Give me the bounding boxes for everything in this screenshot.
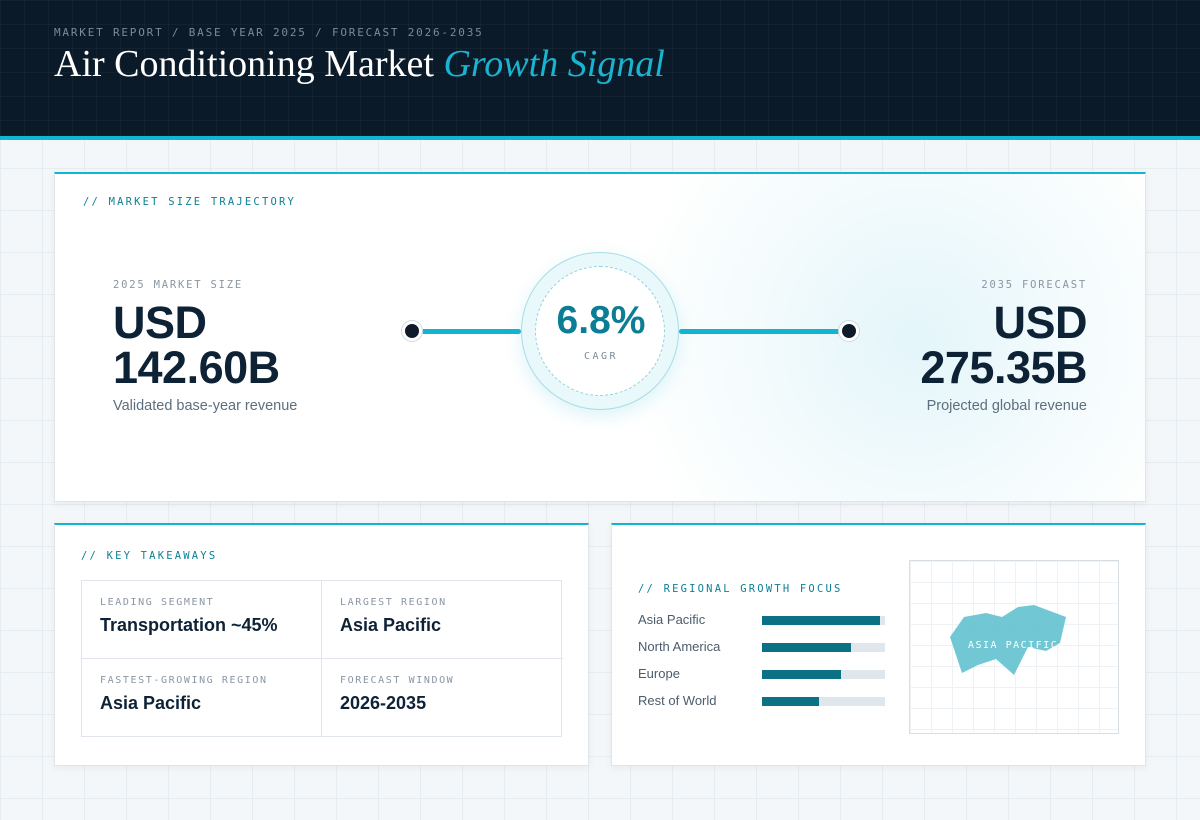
asia-pacific-map-shape (950, 605, 1066, 675)
region-bar-label: Asia Pacific (638, 612, 706, 627)
region-bar-track (762, 697, 885, 706)
region-bar-label: Rest of World (638, 693, 717, 708)
takeaway-value: Asia Pacific (340, 615, 442, 635)
region-bar-row: Rest of World (638, 692, 888, 710)
forecast-caption: Projected global revenue (926, 398, 1087, 414)
region-bar-row: North America (638, 638, 888, 656)
region-bar-track (762, 643, 885, 652)
region-bar-fill (762, 643, 851, 652)
takeaway-label: LARGEST REGION (340, 597, 447, 608)
trajectory-section-label: // MARKET SIZE TRAJECTORY (83, 196, 297, 208)
asia-pacific-region-shape (950, 605, 1066, 675)
forecast-kicker: 2035 FORECAST (981, 279, 1087, 291)
base-year-currency: USD (113, 297, 207, 348)
cagr-badge-inner: 6.8% CAGR (535, 266, 665, 396)
takeaway-forecast-window: FORECAST WINDOW 2026-2035 (322, 659, 563, 737)
takeaway-leading-segment: LEADING SEGMENT Transportation ~45% (82, 581, 322, 659)
cagr-badge: 6.8% CAGR (521, 252, 679, 410)
base-year-kicker: 2025 MARKET SIZE (113, 279, 243, 291)
region-bar-fill (762, 616, 881, 625)
region-bar-row: Asia Pacific (638, 611, 888, 629)
market-size-trajectory-card: // MARKET SIZE TRAJECTORY 2025 MARKET SI… (54, 172, 1146, 502)
takeaways-section-label: // KEY TAKEAWAYS (81, 550, 218, 562)
cagr-value: 6.8% (556, 299, 646, 342)
base-year-caption: Validated base-year revenue (113, 398, 298, 414)
takeaways-grid: LEADING SEGMENT Transportation ~45% LARG… (81, 580, 563, 737)
breadcrumb: MARKET REPORT / BASE YEAR 2025 / FORECAS… (54, 26, 484, 39)
takeaway-label: FASTEST-GROWING REGION (100, 675, 268, 686)
page-title-accent: Growth Signal (443, 43, 665, 85)
region-bar-track (762, 670, 885, 679)
end-point-marker (839, 321, 859, 341)
report-header: MARKET REPORT / BASE YEAR 2025 / FORECAS… (0, 0, 1200, 140)
takeaway-fastest-growing-region: FASTEST-GROWING REGION Asia Pacific (82, 659, 322, 737)
regional-section-label: // REGIONAL GROWTH FOCUS (638, 583, 843, 595)
region-bar-row: Europe (638, 665, 888, 683)
takeaway-value: Transportation ~45% (100, 615, 278, 635)
region-bar-label: North America (638, 639, 721, 654)
region-bar-label: Europe (638, 666, 680, 681)
region-bar-fill (762, 697, 819, 706)
forecast-amount: 275.35B (920, 342, 1087, 393)
takeaway-largest-region: LARGEST REGION Asia Pacific (322, 581, 563, 659)
map-region-label: ASIA PACIFIC (968, 640, 1059, 651)
region-bar-fill (762, 670, 841, 679)
trajectory-line-right (679, 329, 841, 334)
trajectory-line-left (421, 329, 521, 334)
start-point-marker (402, 321, 422, 341)
page-title: Air Conditioning Market Growth Signal (54, 42, 665, 86)
forecast-currency: USD (993, 297, 1087, 348)
region-bar-track (762, 616, 885, 625)
takeaway-value: Asia Pacific (100, 693, 202, 713)
cagr-label: CAGR (583, 351, 619, 362)
base-year-value: USD 142.60B (113, 300, 280, 390)
forecast-value: USD 275.35B (920, 300, 1087, 390)
region-map: ASIA PACIFIC (909, 560, 1119, 734)
key-takeaways-card: // KEY TAKEAWAYS LEADING SEGMENT Transpo… (54, 523, 589, 766)
takeaway-label: LEADING SEGMENT (100, 597, 215, 608)
base-year-amount: 142.60B (113, 342, 280, 393)
takeaway-label: FORECAST WINDOW (340, 675, 455, 686)
regional-growth-card: // REGIONAL GROWTH FOCUS Asia Pacific No… (611, 523, 1146, 766)
page-title-main: Air Conditioning Market (54, 43, 434, 85)
takeaway-value: 2026-2035 (340, 693, 427, 713)
